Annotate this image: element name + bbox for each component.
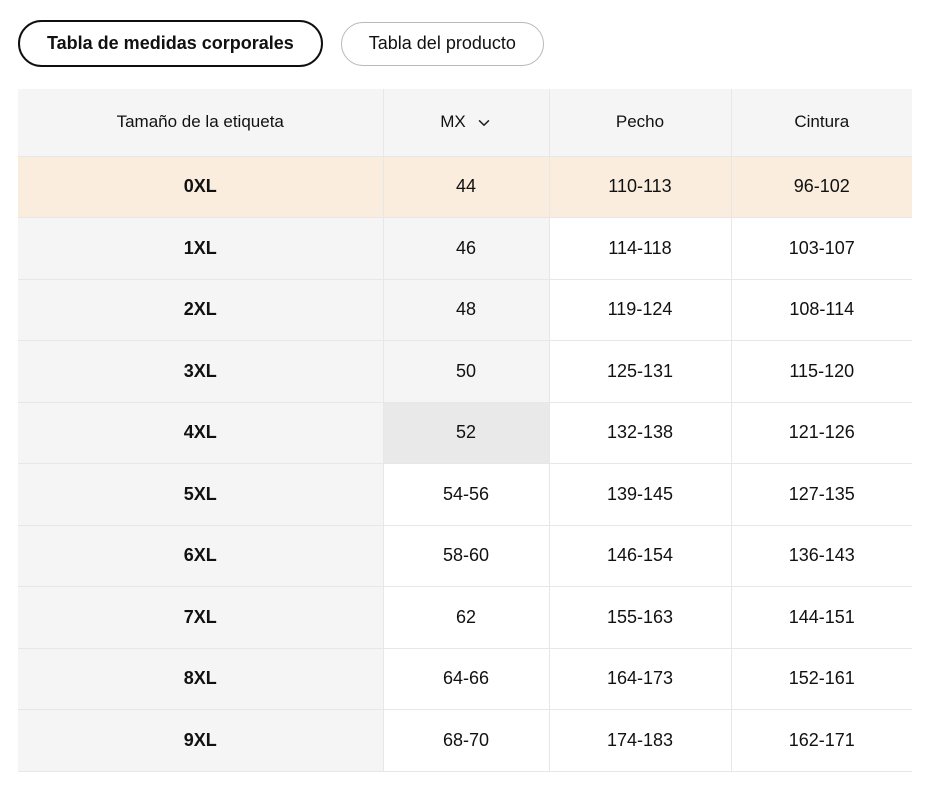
table-row[interactable]: 2XL 48 119-124 108-114 — [18, 278, 912, 341]
chest-value-cell: 146-154 — [548, 524, 732, 587]
mx-value-cell: 52 — [382, 401, 550, 464]
waist-value-cell: 96-102 — [730, 155, 912, 218]
mx-value-cell: 48 — [382, 278, 550, 341]
chevron-down-icon — [476, 115, 492, 131]
size-label-cell: 2XL — [18, 278, 384, 341]
table-row[interactable]: 7XL 62 155-163 144-151 — [18, 586, 912, 649]
chest-value-cell: 174-183 — [548, 709, 732, 772]
table-row[interactable]: 6XL 58-60 146-154 136-143 — [18, 524, 912, 587]
waist-value-cell: 121-126 — [730, 401, 912, 464]
chest-value-cell: 119-124 — [548, 278, 732, 341]
column-header-waist: Cintura — [730, 89, 912, 157]
size-label-cell: 0XL — [18, 155, 384, 218]
table-row[interactable]: 4XL 52 132-138 121-126 — [18, 401, 912, 464]
chest-value-cell: 164-173 — [548, 647, 732, 710]
chest-value-cell: 125-131 — [548, 340, 732, 403]
chest-value-cell: 132-138 — [548, 401, 732, 464]
table-row[interactable]: 1XL 46 114-118 103-107 — [18, 217, 912, 280]
waist-value-cell: 144-151 — [730, 586, 912, 649]
size-table-body: 0XL 44 110-113 96-102 1XL 46 114-118 103… — [18, 155, 912, 772]
region-selector-label: MX — [440, 112, 466, 132]
size-label-cell: 5XL — [18, 463, 384, 526]
waist-value-cell: 136-143 — [730, 524, 912, 587]
size-label-cell: 3XL — [18, 340, 384, 403]
table-row[interactable]: 8XL 64-66 164-173 152-161 — [18, 647, 912, 710]
size-label-cell: 9XL — [18, 709, 384, 772]
tab-product-measurements[interactable]: Tabla del producto — [340, 21, 544, 66]
column-header-chest: Pecho — [548, 89, 732, 157]
size-table: Tamaño de la etiqueta MX Pecho Cintura — [18, 89, 912, 772]
mx-value-cell: 58-60 — [382, 524, 550, 587]
column-header-region-selector[interactable]: MX — [382, 89, 550, 157]
size-label-cell: 4XL — [18, 401, 384, 464]
table-row[interactable]: 0XL 44 110-113 96-102 — [18, 155, 912, 218]
mx-value-cell: 50 — [382, 340, 550, 403]
mx-value-cell: 64-66 — [382, 647, 550, 710]
chest-value-cell: 155-163 — [548, 586, 732, 649]
table-row[interactable]: 3XL 50 125-131 115-120 — [18, 340, 912, 403]
column-header-label-size: Tamaño de la etiqueta — [18, 89, 384, 157]
size-label-cell: 6XL — [18, 524, 384, 587]
chest-value-cell: 110-113 — [548, 155, 732, 218]
mx-value-cell: 62 — [382, 586, 550, 649]
size-label-cell: 7XL — [18, 586, 384, 649]
table-row[interactable]: 5XL 54-56 139-145 127-135 — [18, 463, 912, 526]
chest-value-cell: 139-145 — [548, 463, 732, 526]
waist-value-cell: 115-120 — [730, 340, 912, 403]
mx-value-cell: 46 — [382, 217, 550, 280]
size-label-cell: 1XL — [18, 217, 384, 280]
waist-value-cell: 152-161 — [730, 647, 912, 710]
waist-value-cell: 108-114 — [730, 278, 912, 341]
tab-body-measurements[interactable]: Tabla de medidas corporales — [18, 20, 323, 67]
waist-value-cell: 162-171 — [730, 709, 912, 772]
mx-value-cell: 54-56 — [382, 463, 550, 526]
size-label-cell: 8XL — [18, 647, 384, 710]
mx-value-cell: 44 — [382, 155, 550, 218]
table-header-row: Tamaño de la etiqueta MX Pecho Cintura — [18, 89, 912, 157]
table-row[interactable]: 9XL 68-70 174-183 162-171 — [18, 709, 912, 772]
waist-value-cell: 103-107 — [730, 217, 912, 280]
mx-value-cell: 68-70 — [382, 709, 550, 772]
waist-value-cell: 127-135 — [730, 463, 912, 526]
chest-value-cell: 114-118 — [548, 217, 732, 280]
chart-tabs: Tabla de medidas corporales Tabla del pr… — [18, 20, 912, 67]
